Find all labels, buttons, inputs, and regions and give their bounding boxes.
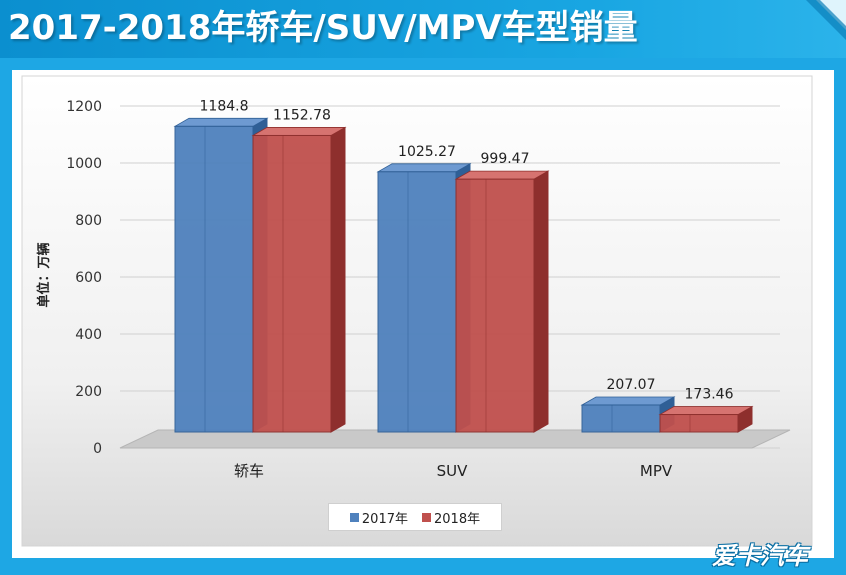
bar-layer bbox=[173, 117, 754, 433]
x-tick-labels: 轿车 SUV MPV bbox=[234, 462, 673, 480]
data-label: 1152.78 bbox=[273, 107, 331, 123]
legend-label-2018: 2018年 bbox=[434, 511, 481, 527]
bar-front bbox=[252, 134, 332, 433]
y-tick-label: 1200 bbox=[66, 99, 102, 115]
header-banner: 2017-2018年轿车/SUV/MPV车型销量 bbox=[0, 0, 846, 58]
y-tick-labels: 0 200 400 600 800 1000 1200 bbox=[66, 99, 102, 457]
corner-decoration bbox=[806, 0, 846, 40]
floor-layer bbox=[119, 429, 791, 449]
bar-front bbox=[581, 404, 661, 433]
y-tick-label: 200 bbox=[75, 384, 102, 400]
data-label: 1184.8 bbox=[200, 98, 249, 114]
data-label: 1025.27 bbox=[398, 144, 456, 160]
bar-top bbox=[658, 406, 754, 415]
bar-top bbox=[251, 127, 347, 136]
data-labels: 1184.8 1152.78 1025.27 999.47 207.07 173.46 bbox=[200, 98, 734, 402]
y-axis-label: 单位：万辆 bbox=[36, 242, 52, 307]
x-tick-label: 轿车 bbox=[234, 462, 264, 480]
chart-floor bbox=[119, 429, 791, 449]
page-title: 2017-2018年轿车/SUV/MPV车型销量 bbox=[8, 8, 638, 48]
bar-2018-2 bbox=[658, 405, 754, 433]
bar-side bbox=[533, 170, 549, 433]
y-tick-label: 800 bbox=[75, 213, 102, 229]
legend: 2017年 2018年 bbox=[328, 503, 502, 531]
bar-front bbox=[174, 125, 254, 433]
bar-top bbox=[454, 170, 550, 180]
data-label: 999.47 bbox=[481, 151, 530, 167]
watermark-logo: 爱卡汽车 bbox=[712, 542, 808, 570]
legend-item-2018: 2018年 bbox=[422, 508, 480, 527]
data-label: 173.46 bbox=[685, 387, 734, 403]
bar-front bbox=[377, 171, 457, 433]
y-tick-label: 0 bbox=[93, 441, 102, 457]
bar-top bbox=[580, 396, 676, 406]
y-tick-label: 600 bbox=[75, 270, 102, 286]
x-tick-label: MPV bbox=[640, 462, 673, 480]
bar-top bbox=[173, 117, 269, 127]
data-label: 207.07 bbox=[607, 377, 656, 393]
bar-2018-1 bbox=[454, 170, 550, 433]
bar-top bbox=[376, 163, 472, 173]
bar-side bbox=[330, 126, 346, 433]
legend-swatch-2017 bbox=[349, 512, 359, 522]
legend-label-2017: 2017年 bbox=[361, 511, 408, 527]
bar-front bbox=[455, 178, 535, 433]
legend-item-2017: 2017年 bbox=[349, 508, 408, 527]
legend-swatch-2018 bbox=[422, 512, 431, 522]
bar-2018-0 bbox=[251, 126, 347, 433]
x-tick-label: SUV bbox=[437, 462, 469, 480]
y-tick-label: 1000 bbox=[66, 156, 102, 172]
y-tick-label: 400 bbox=[75, 327, 102, 343]
bar-front bbox=[659, 414, 739, 433]
